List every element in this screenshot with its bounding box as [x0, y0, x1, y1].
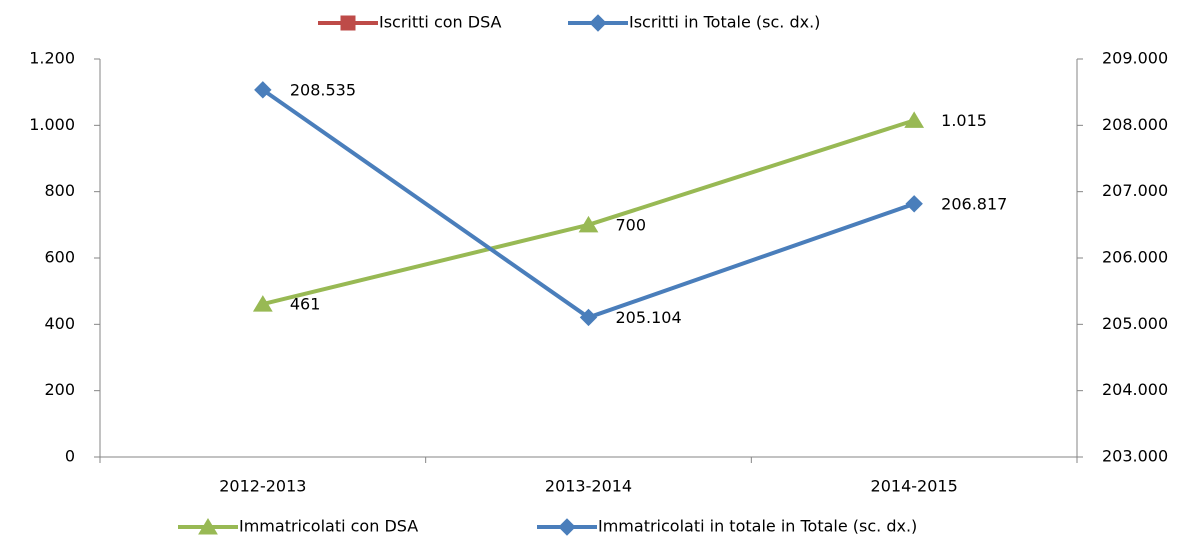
data-point	[578, 215, 599, 233]
y-tick-label: 1.200	[29, 49, 75, 68]
data-label: 208.535	[290, 80, 356, 99]
y-tick-label: 800	[44, 181, 75, 200]
y2-tick-label: 206.000	[1102, 248, 1168, 267]
legend-label: Immatricolati con DSA	[239, 517, 418, 536]
y2-tick-label: 204.000	[1102, 380, 1168, 399]
data-label: 461	[290, 295, 321, 314]
data-point	[905, 195, 923, 213]
y-tick-label: 200	[44, 380, 75, 399]
x-tick-label: 2013-2014	[545, 477, 632, 496]
x-tick-label: 2014-2015	[871, 477, 958, 496]
data-point	[254, 81, 272, 99]
y2-tick-label: 203.000	[1102, 447, 1168, 466]
y-tick-label: 1.000	[29, 115, 75, 134]
data-point	[252, 295, 273, 312]
data-point	[904, 111, 925, 128]
legend-marker	[558, 518, 576, 536]
legend-label: Iscritti in Totale (sc. dx.)	[629, 13, 820, 32]
y-tick-label: 400	[44, 314, 75, 333]
y2-tick-label: 209.000	[1102, 49, 1168, 68]
data-label: 205.104	[616, 308, 682, 327]
legend-marker	[589, 14, 607, 32]
legend-marker	[198, 518, 218, 535]
y2-tick-label: 207.000	[1102, 181, 1168, 200]
y-tick-label: 0	[65, 447, 75, 466]
legend-label: Iscritti con DSA	[379, 13, 502, 32]
y2-tick-label: 205.000	[1102, 314, 1168, 333]
y2-tick-label: 208.000	[1102, 115, 1168, 134]
data-label: 1.015	[941, 111, 987, 130]
legend-label: Immatricolati in totale in Totale (sc. d…	[598, 517, 917, 536]
data-label: 700	[616, 215, 647, 234]
data-label: 206.817	[941, 194, 1007, 213]
legend-marker	[340, 15, 356, 31]
y-tick-label: 600	[44, 248, 75, 267]
x-tick-label: 2012-2013	[219, 477, 306, 496]
data-point	[579, 308, 598, 327]
